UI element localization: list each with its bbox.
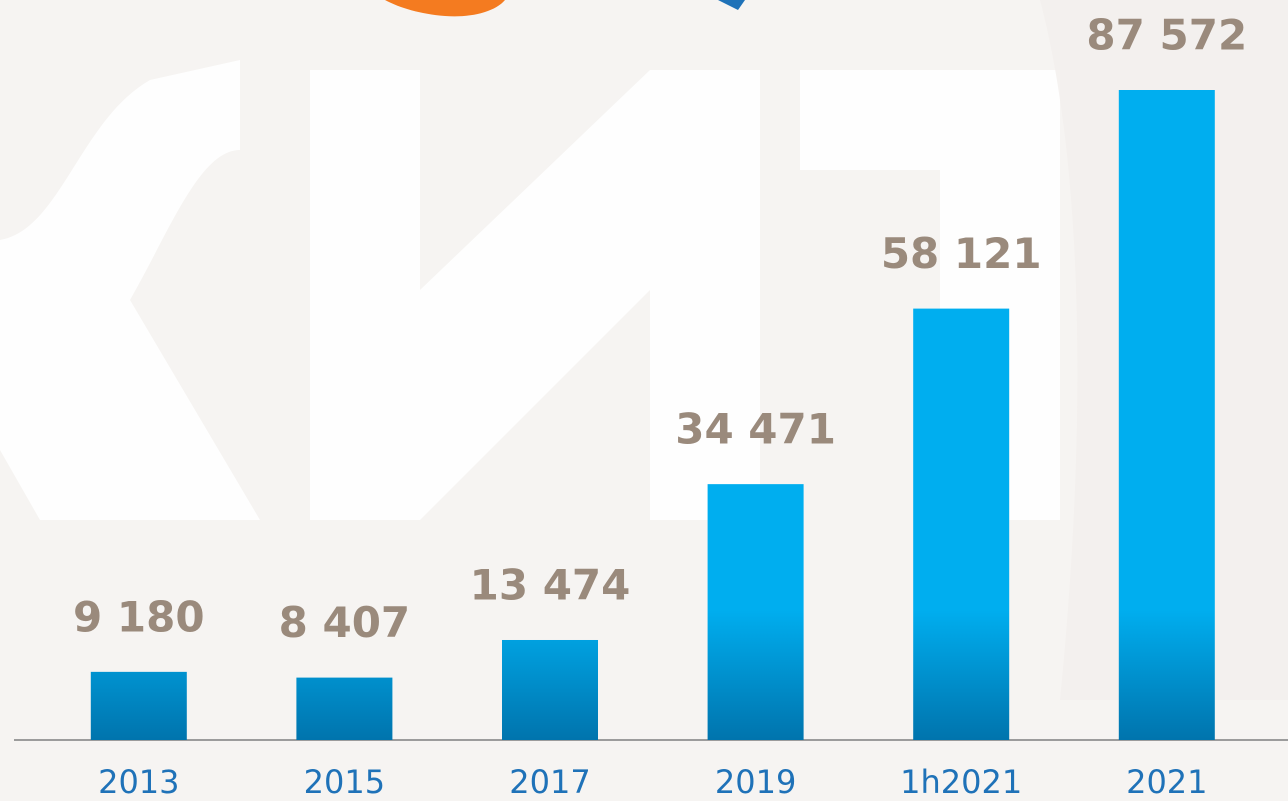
value-label: 58 121 (881, 229, 1042, 278)
x-tick-label: 1h2021 (900, 763, 1022, 801)
bar (296, 677, 393, 740)
value-label: 34 471 (675, 405, 836, 454)
x-tick-label: 2021 (1126, 763, 1207, 801)
bar (90, 671, 187, 740)
value-label: 9 180 (73, 592, 205, 641)
x-tick-label: 2019 (715, 763, 796, 801)
bar (1118, 90, 1215, 740)
x-tick-label: 2013 (98, 763, 179, 801)
bar (913, 308, 1010, 740)
bar (502, 639, 598, 740)
x-tick-label: 2015 (304, 763, 385, 801)
x-tick-label: 2017 (509, 763, 590, 801)
value-label: 8 407 (279, 598, 411, 647)
value-label: 87 572 (1086, 11, 1247, 60)
value-label: 13 474 (470, 560, 631, 609)
bar (707, 484, 804, 740)
